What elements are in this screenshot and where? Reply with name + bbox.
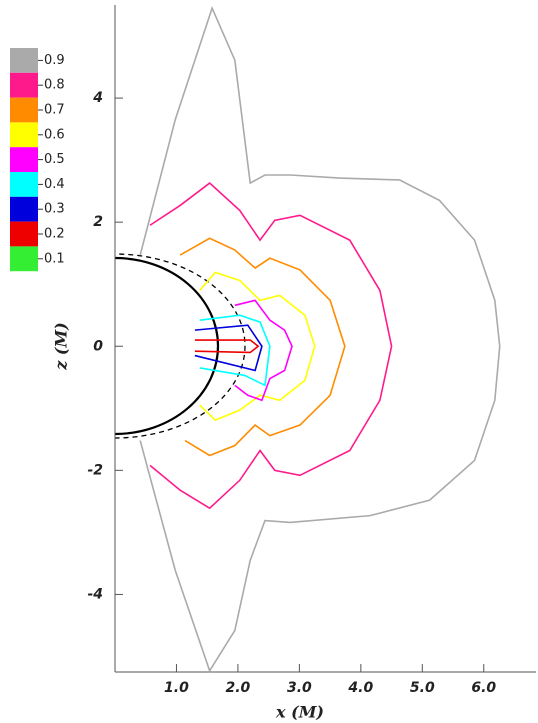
legend-swatch [10,221,38,247]
x-axis-label: x (M) [275,703,324,722]
legend-label: 0.6 [44,127,65,142]
contour-line [194,339,260,354]
contour-line [234,299,293,402]
x-tick-label: 4.0 [347,680,373,696]
legend-label: 0.9 [44,53,65,68]
contour-line [199,271,316,422]
legend-swatch [10,97,38,123]
y-tick-label: -2 [87,462,103,478]
legend-label: 0.1 [44,251,65,266]
y-tick-label: -4 [87,586,103,602]
legend-swatch [10,246,38,272]
contour-line [179,237,346,457]
legend-swatch [10,196,38,222]
legend-label: 0.3 [44,202,65,217]
legend-swatch [10,172,38,197]
x-tick-label: 6.0 [471,680,496,696]
legend-label: 0.7 [44,103,65,118]
contour-line [199,314,271,387]
contour-line [139,5,501,673]
legend-swatch [10,147,38,172]
y-tick-label: 4 [92,90,103,106]
contour-line [194,324,263,372]
x-tick-label: 1.0 [164,680,189,696]
legend-swatch [10,122,38,148]
y-axis-label: z (M) [52,322,71,371]
legend-label: 0.4 [44,177,65,192]
x-tick-label: 3.0 [287,680,312,696]
x-tick-label: 2.0 [226,680,251,696]
legend-swatch [10,48,38,73]
y-tick-label: 2 [93,214,103,230]
legend-swatch [10,72,38,98]
y-tick-label: 0 [93,338,103,354]
legend-label: 0.8 [44,78,65,93]
x-tick-label: 5.0 [410,680,435,696]
legend-label: 0.5 [44,152,65,167]
contour-line [149,182,393,510]
legend-label: 0.2 [44,227,65,242]
